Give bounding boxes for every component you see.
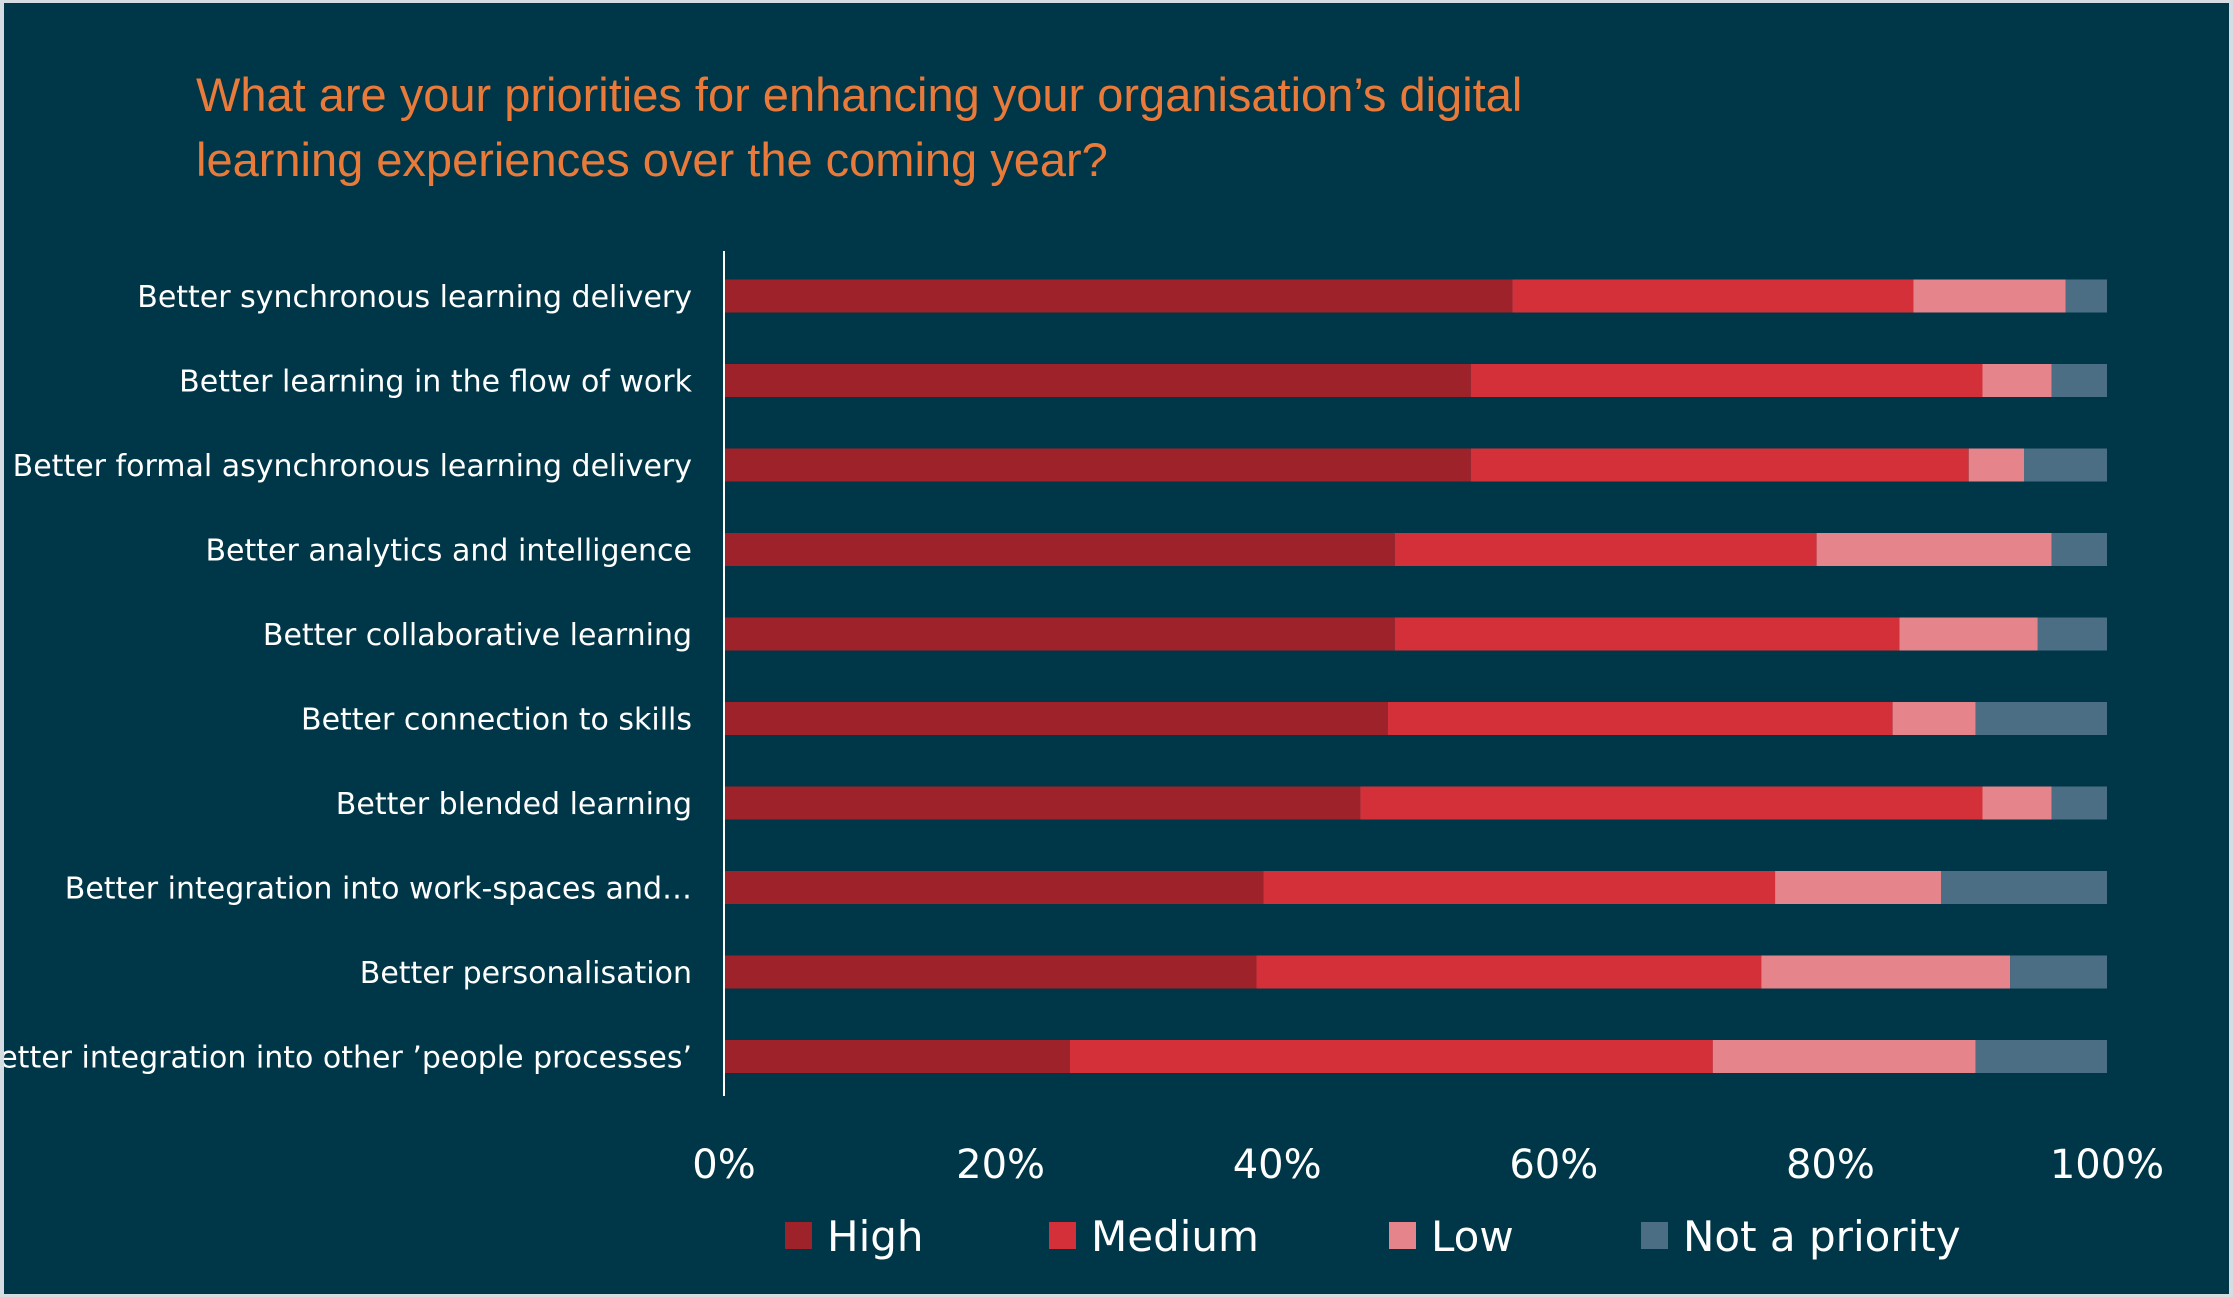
bar-segment-low <box>1712 1040 1976 1073</box>
bar-segment-medium <box>1470 448 1969 482</box>
category-label: Better connection to skills <box>301 703 692 738</box>
stacked-bar-chart: What are your priorities for enhancing y… <box>4 68 2164 1261</box>
bar-segment-not-a-priority <box>2051 364 2107 397</box>
bar-segment-high <box>724 448 1471 482</box>
bar-segment-high <box>724 955 1257 989</box>
bar-segment-low <box>1968 448 2024 482</box>
bar-segment-medium <box>1256 955 1762 989</box>
bar-segment-low <box>1892 702 1976 735</box>
bar-segment-not-a-priority <box>2024 448 2107 482</box>
bar-segment-medium <box>1512 279 1914 313</box>
x-tick-label: 40% <box>1233 1142 1322 1188</box>
chart-panel: What are your priorities for enhancing y… <box>4 3 2229 1294</box>
legend-swatch <box>1641 1222 1668 1249</box>
category-label: Better learning in the flow of work <box>179 365 692 400</box>
legend-swatch <box>1049 1222 1076 1249</box>
bar-segment-medium <box>1387 702 1893 735</box>
chart-title-line-2: learning experiences over the coming yea… <box>196 133 1108 186</box>
x-tick-label: 20% <box>956 1142 1045 1188</box>
legend-swatch <box>785 1222 812 1249</box>
bar-segment-high <box>724 279 1513 313</box>
bar-segment-not-a-priority <box>1975 702 2107 735</box>
legend: High Medium Low Not a priority <box>785 1212 1961 1261</box>
category-label: Better blended learning <box>336 787 692 822</box>
category-label: Better analytics and intelligence <box>205 534 692 569</box>
bar-group <box>724 279 2107 1073</box>
bar-segment-high <box>724 364 1471 397</box>
bar-segment-high <box>724 533 1395 566</box>
category-label: Better formal asynchronous learning deli… <box>13 449 692 484</box>
legend-label: High <box>827 1212 924 1261</box>
x-tick-label: 0% <box>692 1142 755 1188</box>
bar-segment-not-a-priority <box>2051 533 2107 566</box>
bar-segment-not-a-priority <box>2010 955 2107 989</box>
legend-label: Medium <box>1091 1212 1259 1261</box>
bar-segment-not-a-priority <box>1941 871 2107 904</box>
bar-segment-high <box>724 871 1264 904</box>
x-tick-label: 80% <box>1786 1142 1875 1188</box>
bar-segment-medium <box>1360 786 1983 820</box>
bar-segment-not-a-priority <box>2051 786 2107 820</box>
category-label: Better integration into other ’people pr… <box>4 1041 692 1076</box>
bar-segment-low <box>1913 279 2066 313</box>
bar-segment-medium <box>1394 533 1817 566</box>
x-tick-label: 60% <box>1509 1142 1598 1188</box>
bar-segment-low <box>1899 617 2038 651</box>
category-label: Better synchronous learning delivery <box>137 280 692 315</box>
bar-segment-high <box>724 702 1388 735</box>
bar-segment-medium <box>1069 1040 1713 1073</box>
bar-segment-high <box>724 617 1395 651</box>
legend-swatch <box>1389 1222 1416 1249</box>
x-axis-tick-labels: 0% 20% 40% 60% 80% 100% <box>692 1142 2164 1188</box>
legend-label: Low <box>1431 1212 1514 1261</box>
bar-segment-low <box>1775 871 1942 904</box>
bar-segment-not-a-priority <box>2037 617 2107 651</box>
bar-segment-low <box>1982 786 2052 820</box>
bar-segment-not-a-priority <box>2065 279 2107 313</box>
category-label: Better personalisation <box>360 956 692 991</box>
bar-segment-low <box>1982 364 2052 397</box>
x-tick-label: 100% <box>2050 1142 2164 1188</box>
category-label: Better collaborative learning <box>263 618 692 653</box>
category-labels: Better synchronous learning delivery Bett… <box>4 280 693 1076</box>
bar-segment-medium <box>1470 364 1983 397</box>
bar-segment-not-a-priority <box>1975 1040 2107 1073</box>
bar-segment-low <box>1761 955 2011 989</box>
legend-label: Not a priority <box>1683 1212 1961 1261</box>
chart-title-line-1: What are your priorities for enhancing y… <box>196 68 1522 121</box>
bar-segment-medium <box>1263 871 1776 904</box>
bar-segment-high <box>724 1040 1070 1073</box>
bar-segment-medium <box>1394 617 1900 651</box>
category-label: Better integration into work-spaces and… <box>65 872 692 907</box>
bar-segment-low <box>1816 533 2052 566</box>
bar-segment-high <box>724 786 1361 820</box>
